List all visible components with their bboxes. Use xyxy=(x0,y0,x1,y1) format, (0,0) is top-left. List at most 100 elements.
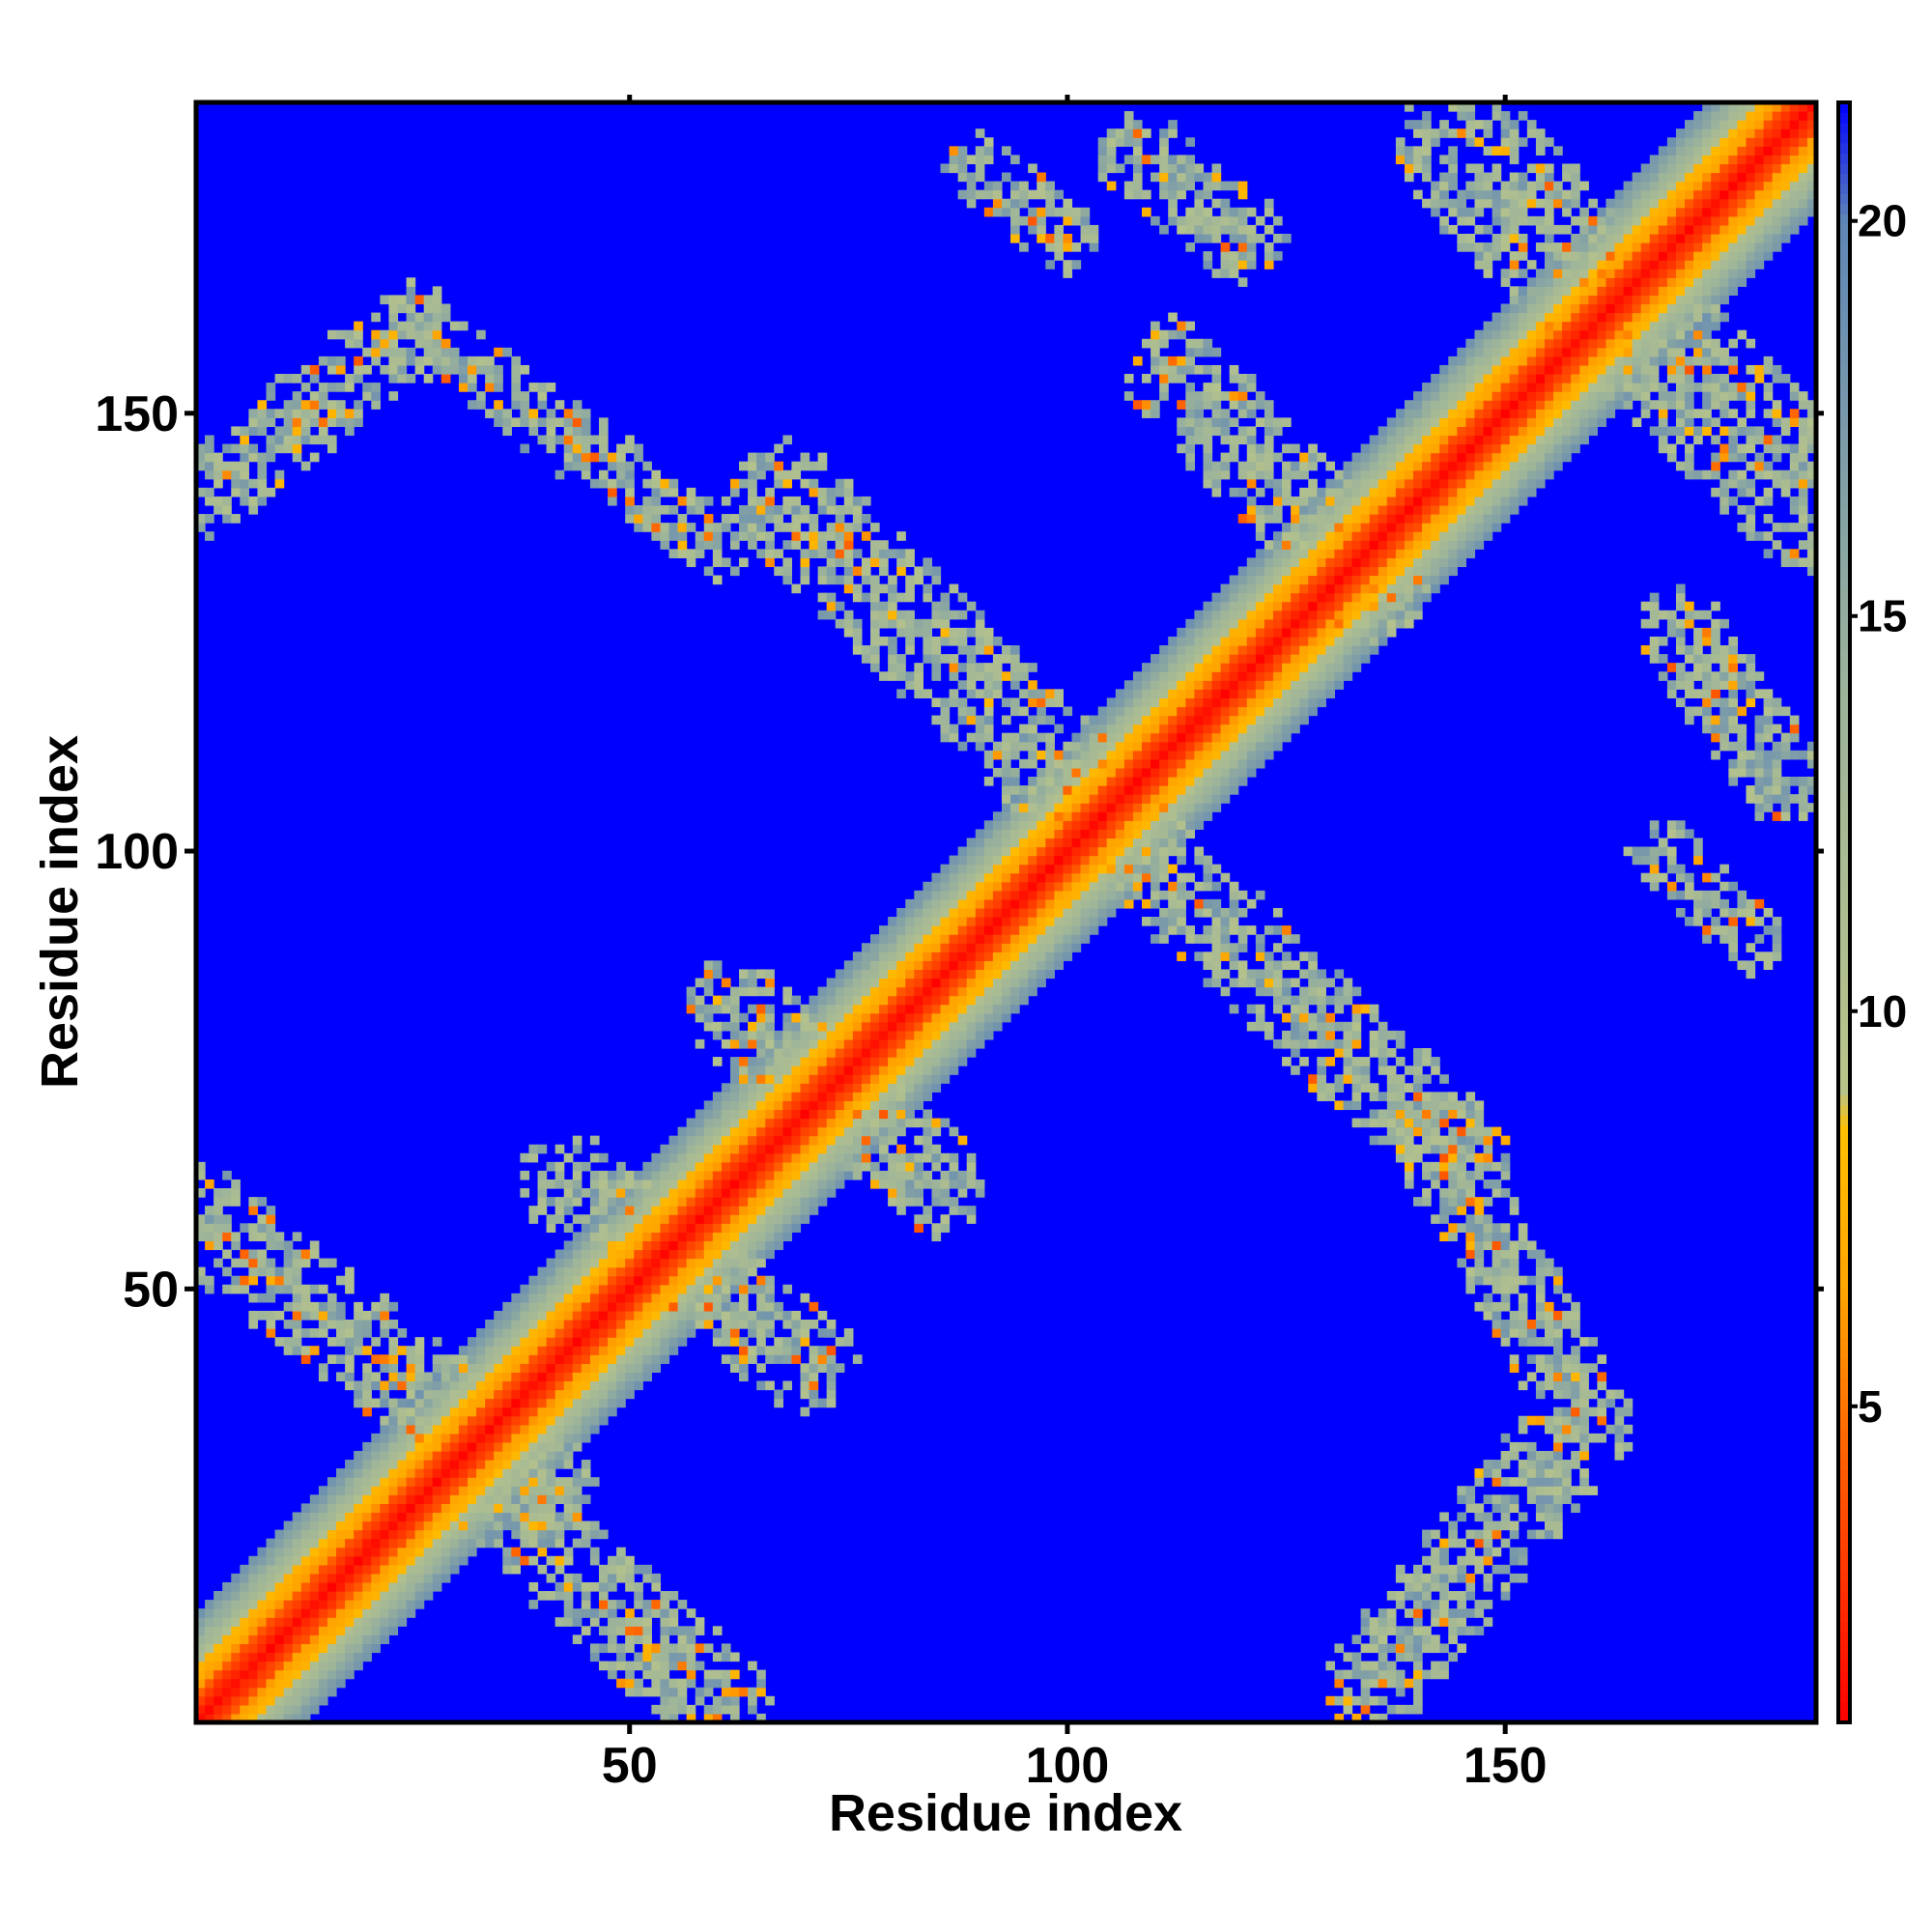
heatmap-cell xyxy=(983,917,994,926)
heatmap-cell xyxy=(1159,890,1169,900)
heatmap-cell xyxy=(1203,934,1213,944)
heatmap-cell xyxy=(949,654,959,664)
heatmap-cell xyxy=(1142,855,1151,866)
heatmap-cell xyxy=(292,1337,302,1347)
heatmap-cell xyxy=(931,1074,942,1084)
heatmap-cell xyxy=(765,514,775,524)
heatmap-cell xyxy=(966,1030,977,1040)
heatmap-cell xyxy=(354,1617,363,1627)
heatmap-cell xyxy=(642,461,652,471)
heatmap-cell xyxy=(608,1354,617,1364)
heatmap-cell xyxy=(598,1152,609,1163)
heatmap-cell xyxy=(748,487,757,497)
heatmap-cell xyxy=(1177,925,1186,935)
heatmap-cell xyxy=(1106,697,1117,708)
heatmap-cell xyxy=(309,1573,320,1583)
heatmap-cell xyxy=(572,1503,582,1514)
heatmap-cell xyxy=(432,303,442,314)
heatmap-cell xyxy=(660,1301,670,1312)
heatmap-cell xyxy=(432,1433,442,1443)
heatmap-cell xyxy=(213,1652,223,1662)
heatmap-cell xyxy=(1019,181,1029,191)
heatmap-cell xyxy=(598,1661,609,1671)
heatmap-cell xyxy=(879,1135,889,1146)
heatmap-cell xyxy=(345,338,355,349)
heatmap-cell xyxy=(414,1468,425,1478)
heatmap-cell xyxy=(651,496,662,506)
heatmap-cell xyxy=(817,1074,828,1084)
heatmap-cell xyxy=(1229,890,1239,900)
heatmap-cell xyxy=(896,925,906,935)
heatmap-cell xyxy=(748,504,757,515)
heatmap-cell xyxy=(748,1354,757,1364)
heatmap-cell xyxy=(563,1424,574,1435)
heatmap-cell xyxy=(196,1687,206,1697)
heatmap-cell xyxy=(511,1293,521,1303)
heatmap-cell xyxy=(1177,663,1186,672)
heatmap-cell xyxy=(309,1547,320,1557)
heatmap-cell xyxy=(712,1223,723,1233)
heatmap-cell xyxy=(905,898,915,909)
heatmap-cell xyxy=(888,1197,897,1207)
heatmap-cell xyxy=(817,1012,828,1023)
heatmap-cell xyxy=(414,1398,425,1408)
heatmap-cell xyxy=(616,1564,626,1575)
heatmap-cell xyxy=(327,1512,337,1522)
heatmap-cell xyxy=(362,391,372,401)
heatmap-cell xyxy=(1177,855,1186,866)
heatmap-cell xyxy=(660,1266,670,1277)
heatmap-cell xyxy=(888,1021,897,1032)
heatmap-cell xyxy=(809,1083,819,1093)
heatmap-cell xyxy=(231,478,241,489)
heatmap-cell xyxy=(1246,1021,1257,1032)
heatmap-cell xyxy=(581,1214,591,1224)
heatmap-cell xyxy=(581,1581,591,1592)
heatmap-cell xyxy=(712,531,723,541)
heatmap-cell xyxy=(537,1179,548,1189)
heatmap-cell xyxy=(975,689,985,699)
heatmap-cell xyxy=(563,1301,574,1312)
heatmap-cell xyxy=(1220,627,1231,638)
heatmap-cell xyxy=(616,1284,626,1294)
heatmap-cell xyxy=(791,583,802,594)
heatmap-cell xyxy=(651,1188,662,1198)
heatmap-cell xyxy=(809,549,819,558)
heatmap-cell xyxy=(1246,978,1257,988)
heatmap-cell xyxy=(388,1406,399,1417)
heatmap-cell xyxy=(1194,207,1205,217)
heatmap-cell xyxy=(957,934,968,944)
heatmap-cell xyxy=(923,566,933,577)
heatmap-cell xyxy=(406,1389,416,1400)
heatmap-cell xyxy=(300,1600,311,1609)
heatmap-cell xyxy=(975,829,985,839)
heatmap-cell xyxy=(940,724,951,734)
heatmap-cell xyxy=(205,487,214,497)
heatmap-cell xyxy=(608,1258,617,1268)
heatmap-cell xyxy=(949,1012,959,1023)
heatmap-cell xyxy=(729,1652,740,1662)
heatmap-cell xyxy=(1211,383,1222,392)
heatmap-cell xyxy=(1132,189,1143,200)
heatmap-cell xyxy=(440,1433,451,1443)
heatmap-cell xyxy=(397,364,408,375)
heatmap-cell xyxy=(809,1126,819,1137)
heatmap-cell xyxy=(782,1170,793,1180)
heatmap-cell xyxy=(354,1328,363,1338)
heatmap-cell xyxy=(205,1179,214,1189)
heatmap-cell xyxy=(581,1266,591,1277)
heatmap-cell xyxy=(739,1249,749,1260)
heatmap-cell xyxy=(257,1573,268,1583)
heatmap-cell xyxy=(318,1573,328,1583)
heatmap-cell xyxy=(634,1337,643,1347)
heatmap-cell xyxy=(354,400,363,410)
heatmap-cell xyxy=(992,864,1003,874)
heatmap-cell xyxy=(1151,654,1160,664)
heatmap-cell xyxy=(1185,618,1195,629)
heatmap-cell xyxy=(1203,654,1213,664)
heatmap-cell xyxy=(869,1100,880,1111)
heatmap-cell xyxy=(327,1503,337,1514)
heatmap-cell xyxy=(1211,224,1222,235)
heatmap-cell xyxy=(1115,855,1125,866)
heatmap-cell xyxy=(318,1320,328,1329)
heatmap-cell xyxy=(634,1179,643,1189)
